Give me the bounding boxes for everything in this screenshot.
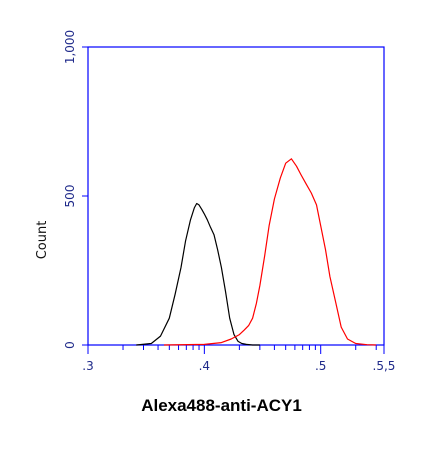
- x-axis-title: Alexa488-anti-ACY1: [141, 396, 302, 415]
- plot-frame: [87, 46, 385, 346]
- x-tick-label: .5,5: [373, 359, 396, 373]
- y-tick-label: 500: [63, 185, 77, 208]
- black-histogram-line: [136, 202, 260, 346]
- y-tick-label: 1,000: [63, 30, 77, 64]
- y-tick-label: 0: [63, 341, 77, 349]
- x-tick-label: .3: [82, 359, 93, 373]
- x-tick-label: .5: [315, 359, 326, 373]
- series-layer: [136, 158, 377, 346]
- x-axis-ticks: .3 .4 .5 .5,5: [82, 345, 395, 373]
- y-axis-ticks: 0 500 1,000: [63, 30, 88, 349]
- x-tick-label: .4: [199, 359, 210, 373]
- red-histogram-line: [163, 158, 377, 346]
- y-axis-label: Count: [35, 221, 50, 260]
